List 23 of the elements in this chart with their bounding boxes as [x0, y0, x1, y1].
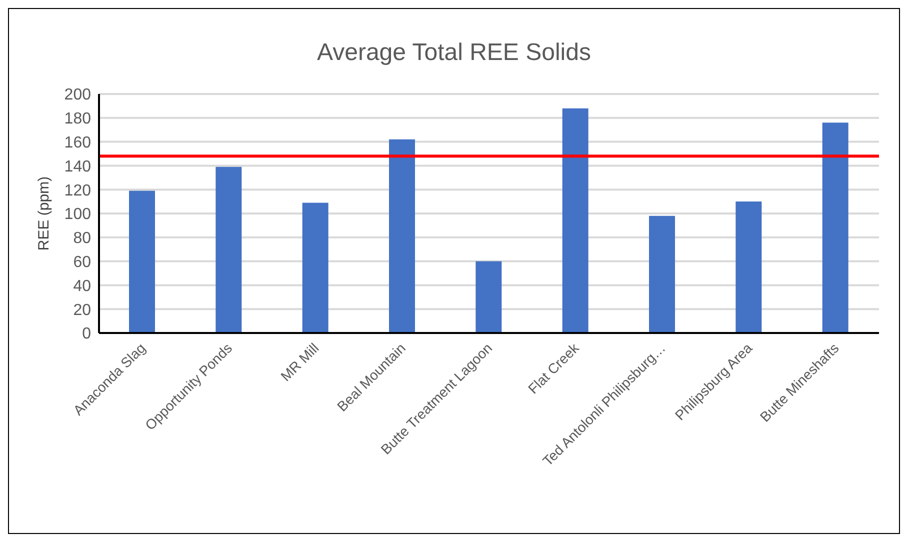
bar: [822, 122, 848, 333]
bar: [302, 202, 328, 333]
y-tick-label: 200: [64, 86, 92, 104]
y-tick-label: 80: [73, 230, 92, 248]
y-tick-label: 0: [82, 326, 92, 343]
x-tick-label: MR Mill: [277, 340, 322, 384]
bar: [649, 216, 675, 333]
bar: [216, 166, 242, 333]
chart-title: Average Total REE Solids: [316, 39, 592, 67]
bar: [389, 139, 415, 333]
y-tick-label: 40: [73, 278, 92, 295]
y-tick-label: 160: [64, 134, 92, 152]
y-tick-label: 140: [64, 158, 92, 176]
bar: [562, 108, 588, 333]
y-tick-label: 60: [73, 254, 92, 271]
bar: [476, 261, 502, 333]
bar: [129, 190, 155, 333]
y-tick-label: 100: [64, 206, 92, 224]
y-tick-label: 180: [64, 110, 92, 128]
y-axis-title: REE (ppm): [35, 176, 52, 251]
bar: [736, 202, 762, 333]
y-tick-label: 120: [64, 182, 92, 200]
y-tick-label: 20: [73, 302, 92, 319]
